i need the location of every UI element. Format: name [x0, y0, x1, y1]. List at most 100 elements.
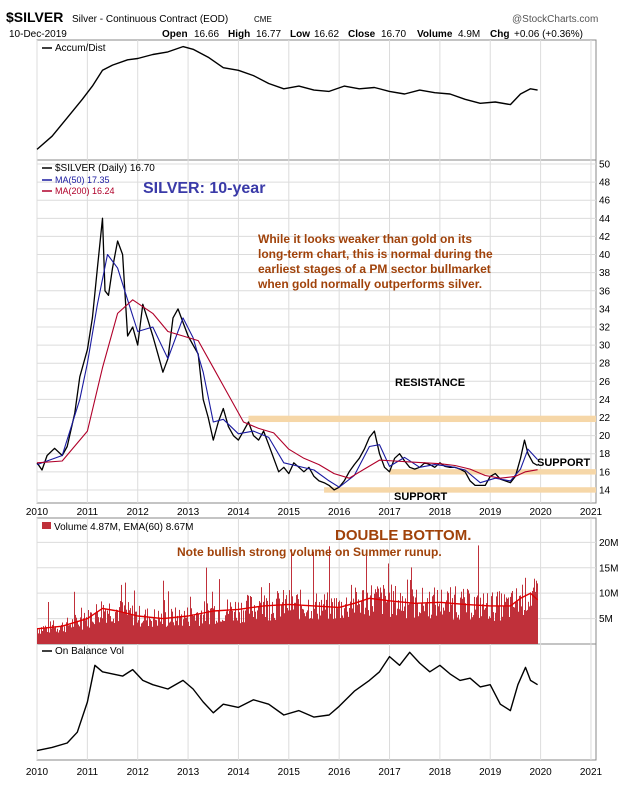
volume-bar — [105, 609, 106, 644]
accum-panel — [36, 39, 597, 161]
x-tick-label: 2014 — [227, 507, 250, 518]
volume-bar — [128, 602, 129, 644]
volume-bar — [200, 614, 201, 644]
volume-bar — [266, 598, 267, 644]
volume-bar — [406, 618, 407, 644]
volume-bar — [54, 627, 55, 644]
price-tick-label: 46 — [599, 196, 611, 207]
volume-bar — [158, 610, 159, 644]
volume-bar — [87, 626, 88, 644]
volume-bar — [211, 608, 212, 644]
volume-bar — [296, 595, 297, 644]
volume-bar — [341, 601, 342, 644]
volume-bar — [484, 609, 485, 644]
volume-bar — [507, 598, 508, 644]
volume-bar — [372, 606, 373, 644]
volume-bar — [344, 608, 345, 644]
volume-bar — [294, 602, 295, 644]
volume-bar — [166, 626, 167, 644]
volume-bar — [497, 591, 498, 644]
volume-bar — [320, 615, 321, 644]
volume-bar — [50, 621, 51, 644]
volume-bar — [351, 584, 352, 644]
volume-bar — [531, 605, 532, 644]
volume-bar — [325, 609, 326, 644]
volume-bar — [233, 620, 234, 644]
volume-bar — [101, 601, 102, 644]
volume-bar — [180, 616, 181, 644]
volume-bar — [157, 625, 158, 644]
volume-value: 4.9M — [458, 29, 480, 40]
volume-bar — [343, 617, 344, 644]
volume-bar — [240, 623, 241, 644]
volume-bar — [204, 601, 205, 644]
volume-bar — [505, 601, 506, 644]
price-tick-label: 38 — [599, 268, 611, 279]
volume-bar — [349, 608, 350, 644]
volume-bar — [171, 608, 172, 644]
volume-bar — [109, 603, 110, 644]
volume-bar — [269, 583, 270, 644]
x-tick-label: 2012 — [127, 767, 150, 778]
price-tick-label: 32 — [599, 322, 611, 333]
volume-bar — [178, 625, 179, 644]
volume-bar — [140, 626, 141, 644]
x-tick-label: 2018 — [429, 767, 452, 778]
volume-bar — [121, 584, 122, 644]
volume-bar — [279, 598, 280, 644]
volume-bar — [265, 617, 266, 644]
volume-bar — [360, 612, 361, 644]
y-axis-ticks: 14 16 18 20 22 24 26 28 30 32 34 36 38 40 42 44 46 48 50 5M… — [599, 160, 618, 626]
volume-bar — [256, 619, 257, 644]
volume-bar — [131, 614, 132, 644]
volume-bar — [147, 608, 148, 644]
x-tick-label: 2021 — [580, 767, 603, 778]
volume-bar — [407, 579, 408, 644]
volume-bar — [435, 604, 436, 644]
x-tick-label: 2017 — [378, 507, 401, 518]
volume-bar — [430, 618, 431, 644]
volume-bar — [162, 624, 163, 644]
volume-bar — [369, 615, 370, 644]
volume-bar — [515, 602, 516, 644]
volume-bar — [234, 611, 235, 644]
volume-bar — [504, 594, 505, 644]
x-tick-label: 2020 — [529, 507, 552, 518]
volume-bar — [487, 593, 488, 644]
volume-bar — [219, 579, 220, 644]
volume-bar — [110, 616, 111, 644]
volume-bar — [235, 601, 236, 644]
volume-bar — [152, 626, 153, 644]
volume-bar — [129, 610, 130, 644]
x-tick-label: 2013 — [177, 767, 200, 778]
volume-bar — [174, 625, 175, 644]
volume-bar — [311, 611, 312, 644]
volume-bar — [489, 616, 490, 644]
volume-bar — [336, 598, 337, 644]
volume-bar — [86, 617, 87, 644]
volume-bar — [522, 584, 523, 644]
volume-bar — [90, 612, 91, 644]
volume-bar — [474, 596, 475, 644]
x-tick-label: 2016 — [328, 767, 351, 778]
volume-bar — [448, 592, 449, 644]
ma200-label: MA(200) 16.24 — [55, 186, 115, 196]
low-value: 16.62 — [314, 29, 339, 40]
volume-bar — [520, 595, 521, 644]
volume-bar — [478, 545, 479, 644]
volume-bar — [417, 602, 418, 644]
volume-bar — [227, 599, 228, 644]
volume-bar — [244, 622, 245, 644]
volume-bar — [284, 613, 285, 644]
volume-bar — [173, 622, 174, 644]
volume-bar — [153, 618, 154, 644]
volume-bar — [438, 606, 439, 644]
volume-bar — [42, 631, 43, 644]
volume-bar — [111, 621, 112, 644]
volume-bar — [315, 601, 316, 644]
volume-bar — [408, 604, 409, 644]
volume-bar — [160, 621, 161, 644]
symbol: $SILVER — [6, 9, 63, 25]
volume-bar — [276, 598, 277, 644]
